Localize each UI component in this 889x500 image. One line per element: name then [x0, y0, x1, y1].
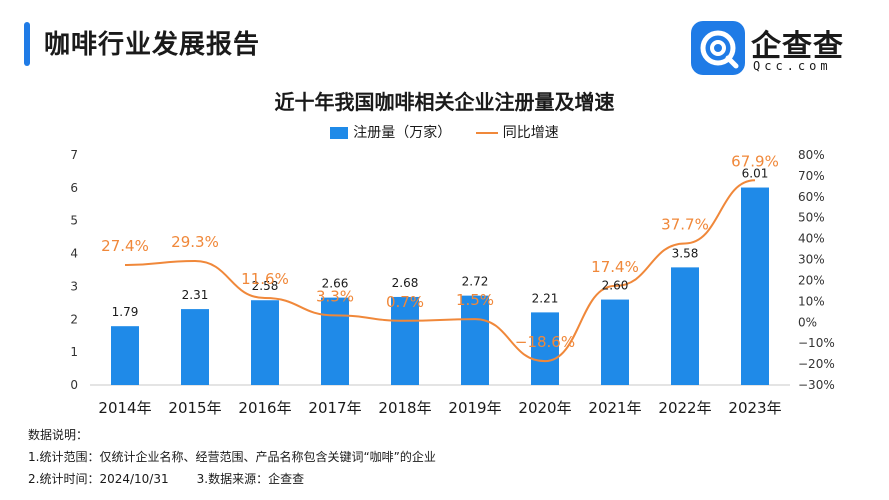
legend-item-growth: 同比增速 [475, 122, 559, 142]
x-tick-label: 2023年 [728, 399, 781, 417]
bar-value-label: 6.01 [742, 167, 769, 181]
x-tick-label: 2020年 [518, 399, 571, 417]
y-right-tick-label: −10% [798, 336, 835, 350]
y-left-tick-label: 7 [70, 148, 78, 162]
chart-legend: 注册量（万家） 同比增速 [0, 122, 889, 142]
bar-value-label: 2.72 [462, 275, 489, 289]
y-right-tick-label: −20% [798, 357, 835, 371]
qcc-logo: 企查查 Qcc.com [691, 21, 881, 77]
x-tick-label: 2021年 [588, 399, 641, 417]
legend-label-registrations: 注册量（万家） [353, 125, 452, 141]
growth-value-label: 11.6% [241, 270, 289, 288]
growth-value-label: −18.6% [515, 333, 575, 351]
bar [741, 187, 769, 385]
y-right-tick-label: −30% [798, 378, 835, 392]
x-tick-label: 2018年 [378, 399, 431, 417]
data-notes: 数据说明： 1.统计范围：仅统计企业名称、经营范围、产品名称包含关键词“咖啡”的… [28, 424, 436, 490]
y-right-tick-label: 30% [798, 253, 825, 267]
y-right-tick-label: 50% [798, 211, 825, 225]
growth-value-label: 27.4% [101, 237, 149, 255]
bar [391, 296, 419, 385]
bar [601, 299, 629, 385]
y-left-tick-label: 3 [70, 279, 78, 293]
growth-value-label: 17.4% [591, 258, 639, 276]
title-accent-bar [24, 22, 30, 66]
growth-value-label: 0.7% [386, 293, 424, 311]
report-title: 咖啡行业发展报告 [44, 30, 261, 60]
y-left-tick-label: 5 [70, 214, 78, 228]
growth-value-label: 37.7% [661, 215, 709, 233]
y-left-tick-label: 6 [70, 181, 78, 195]
x-tick-label: 2017年 [308, 399, 361, 417]
legend-label-growth: 同比增速 [502, 125, 559, 141]
y-right-tick-label: 0% [798, 315, 817, 329]
x-tick-label: 2016年 [238, 399, 291, 417]
y-left-tick-label: 2 [70, 312, 78, 326]
y-left-tick-label: 1 [70, 345, 78, 359]
notes-line-2a: 2.统计时间：2024/10/31 [28, 472, 169, 486]
bar [531, 312, 559, 385]
bar [461, 295, 489, 385]
bar [321, 297, 349, 385]
y-right-tick-label: 60% [798, 190, 825, 204]
y-right-tick-label: 70% [798, 169, 825, 183]
bar [671, 267, 699, 385]
bar [111, 326, 139, 385]
growth-value-label: 3.3% [316, 287, 354, 305]
bar-value-label: 2.68 [392, 276, 419, 290]
legend-line-swatch [475, 132, 498, 134]
bar [251, 300, 279, 385]
x-tick-label: 2019年 [448, 399, 501, 417]
x-tick-label: 2014年 [98, 399, 151, 417]
growth-value-label: 67.9% [731, 152, 779, 170]
bar-value-label: 3.58 [672, 246, 699, 260]
y-right-tick-label: 40% [798, 232, 825, 246]
bar [181, 309, 209, 385]
notes-line-1: 1.统计范围：仅统计企业名称、经营范围、产品名称包含关键词“咖啡”的企业 [28, 450, 436, 464]
y-left-tick-label: 4 [70, 247, 78, 261]
legend-item-registrations: 注册量（万家） [330, 122, 451, 142]
x-tick-label: 2022年 [658, 399, 711, 417]
chart-title: 近十年我国咖啡相关企业注册量及增速 [274, 90, 615, 114]
qcc-logo-icon [691, 21, 745, 75]
growth-value-label: 1.5% [456, 291, 494, 309]
notes-line-2b: 3.数据来源：企查查 [196, 472, 305, 486]
logo-subtitle: Qcc.com [753, 59, 832, 73]
growth-value-label: 29.3% [171, 233, 219, 251]
bar-value-label: 2.60 [602, 279, 629, 293]
y-right-tick-label: 20% [798, 273, 825, 287]
bar-value-label: 2.31 [182, 288, 209, 302]
x-tick-label: 2015年 [168, 399, 221, 417]
growth-line [124, 179, 756, 363]
y-right-tick-label: 80% [798, 148, 825, 162]
bar-value-label: 2.21 [532, 291, 559, 305]
bar-value-label: 2.58 [252, 279, 279, 293]
logo-name: 企查查 [751, 29, 844, 64]
y-right-tick-label: 10% [798, 294, 825, 308]
y-left-tick-label: 0 [70, 378, 78, 392]
notes-line-2: 2.统计时间：2024/10/31 3.数据来源：企查查 [28, 468, 436, 490]
bar-value-label: 2.66 [322, 277, 349, 291]
notes-heading: 数据说明： [28, 428, 89, 442]
bar-value-label: 1.79 [112, 305, 139, 319]
legend-bar-swatch [330, 127, 349, 139]
